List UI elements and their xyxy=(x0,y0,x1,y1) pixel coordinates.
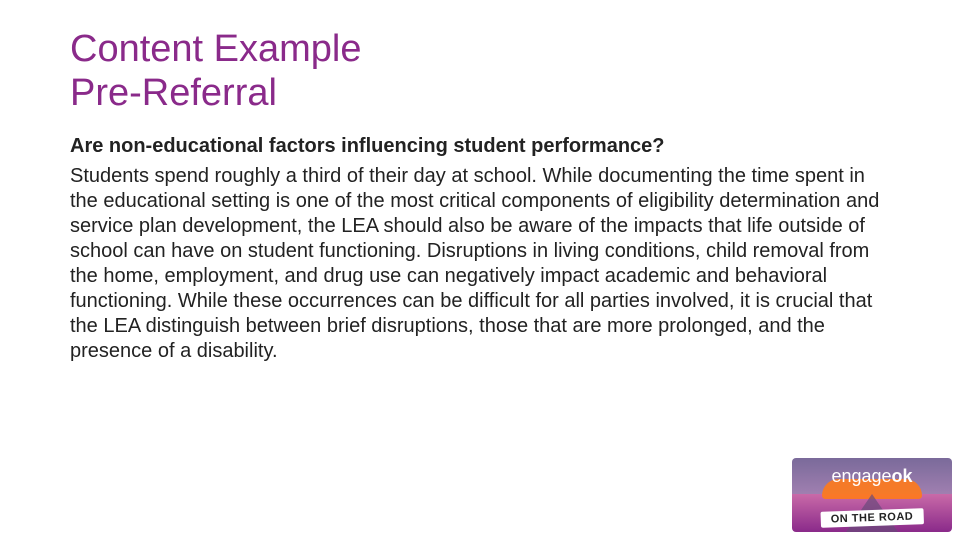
brand-light: engage xyxy=(831,466,891,486)
brand-badge: engageok ON THE ROAD xyxy=(792,458,952,532)
slide-body: Students spend roughly a third of their … xyxy=(70,164,890,364)
slide-title: Content Example Pre-Referral xyxy=(70,28,890,115)
badge-brand-text: engageok xyxy=(792,466,952,487)
brand-bold: ok xyxy=(892,466,913,486)
slide: Content Example Pre-Referral Are non-edu… xyxy=(0,0,960,540)
title-line-2: Pre-Referral xyxy=(70,72,277,114)
slide-subheading: Are non-educational factors influencing … xyxy=(70,135,890,158)
title-line-1: Content Example xyxy=(70,28,362,70)
